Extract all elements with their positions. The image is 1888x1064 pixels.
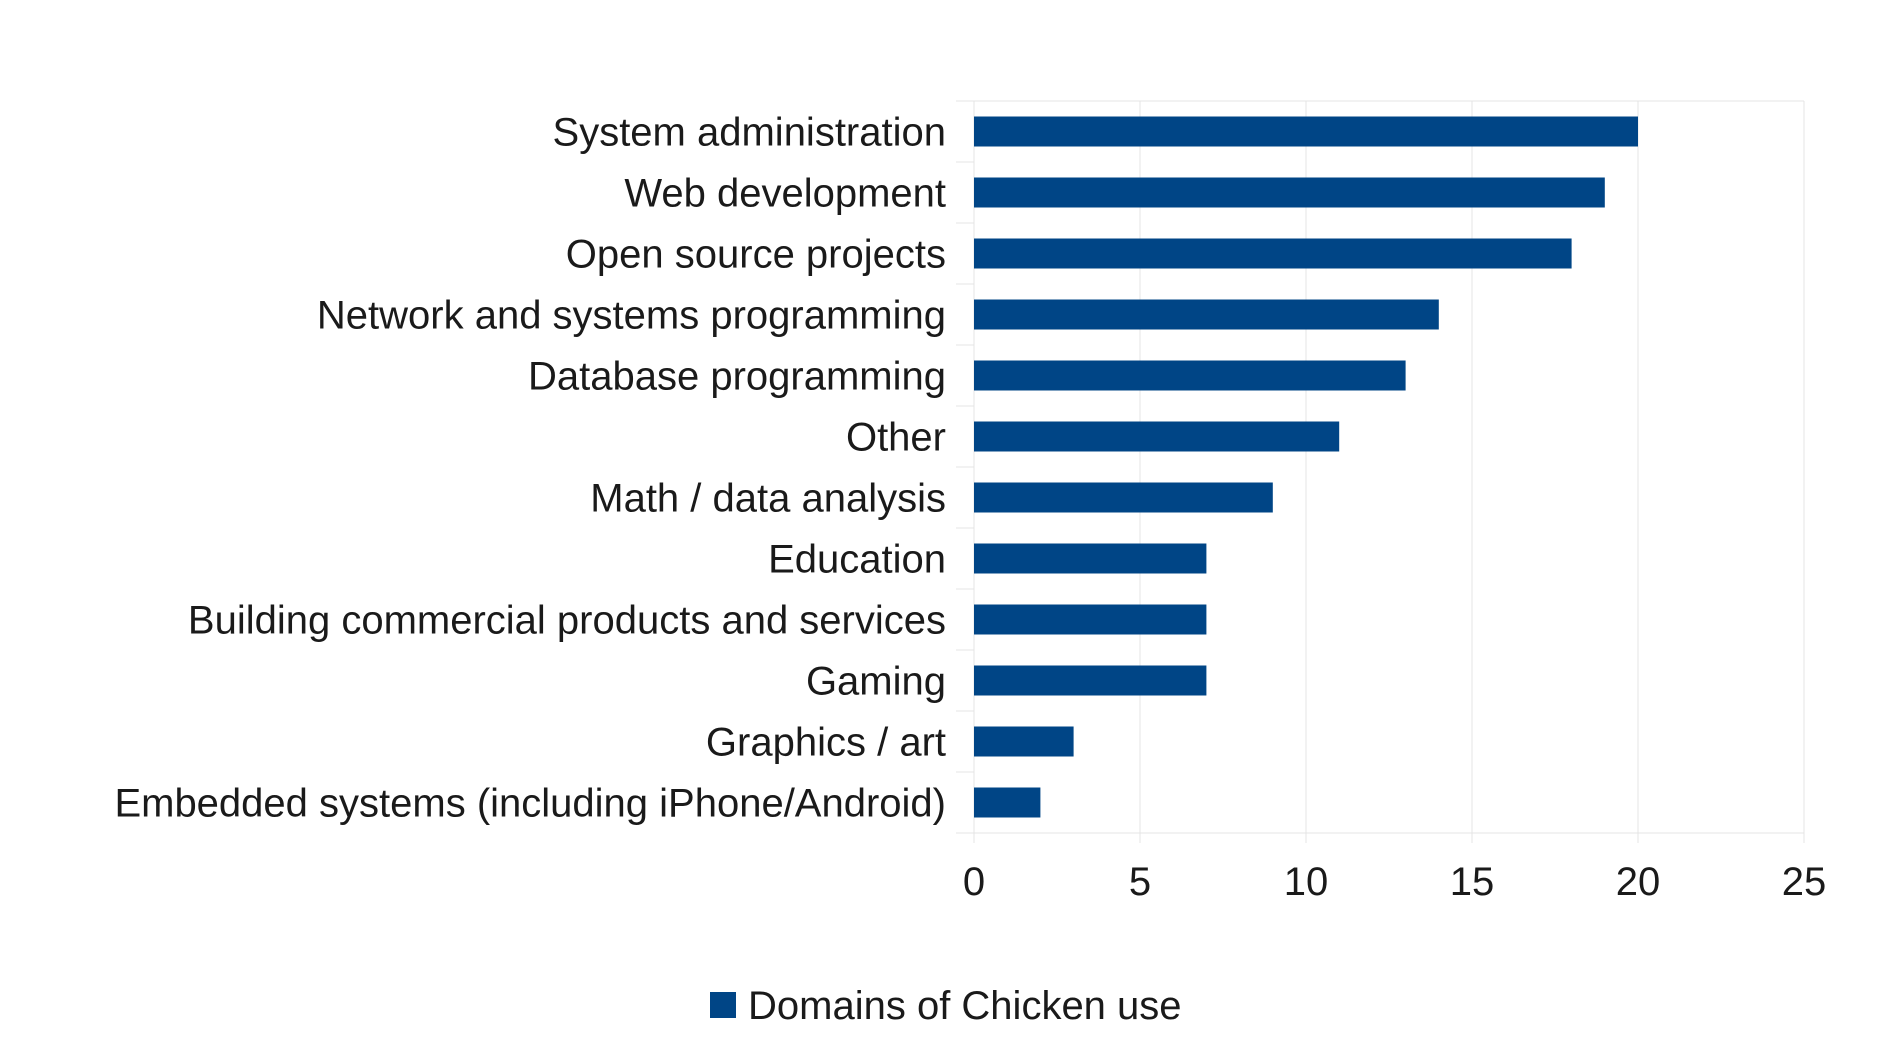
x-tick-label-4: 20	[1616, 860, 1661, 904]
category-label-6: Math / data analysis	[590, 477, 946, 521]
bar-9	[974, 665, 1207, 696]
legend-swatch	[710, 992, 736, 1018]
category-labels: System administration Web development Open…	[114, 111, 946, 826]
bar-11	[974, 787, 1041, 818]
bar-2	[974, 238, 1572, 269]
x-tick-label-0: 0	[963, 860, 985, 904]
category-label-7: Education	[768, 538, 946, 582]
x-tick-label-2: 10	[1284, 860, 1329, 904]
x-tick-label-1: 5	[1129, 860, 1151, 904]
bar-1	[974, 177, 1605, 208]
category-label-8: Building commercial products and service…	[188, 599, 946, 643]
category-label-1: Web development	[624, 172, 946, 216]
legend: Domains of Chicken use	[710, 984, 1182, 1028]
category-label-9: Gaming	[806, 660, 946, 704]
bar-10	[974, 726, 1074, 757]
bar-4	[974, 360, 1406, 391]
x-tick-label-3: 15	[1450, 860, 1495, 904]
bar-6	[974, 482, 1273, 513]
category-label-4: Database programming	[528, 355, 946, 399]
bar-5	[974, 421, 1340, 452]
x-axis-tick-labels: 0 5 10 15 20 25	[963, 860, 1826, 904]
category-label-2: Open source projects	[566, 233, 946, 277]
category-label-5: Other	[846, 416, 946, 460]
bar-0	[974, 116, 1638, 147]
legend-label: Domains of Chicken use	[748, 984, 1182, 1028]
x-tick-label-5: 25	[1782, 860, 1827, 904]
category-label-11: Embedded systems (including iPhone/Andro…	[114, 782, 946, 826]
bar-7	[974, 543, 1207, 574]
category-label-0: System administration	[553, 111, 946, 155]
bars	[974, 116, 1638, 818]
gridlines	[956, 100, 1805, 843]
category-label-10: Graphics / art	[706, 721, 946, 765]
bar-3	[974, 299, 1439, 330]
bar-8	[974, 604, 1207, 635]
category-label-3: Network and systems programming	[317, 294, 946, 338]
